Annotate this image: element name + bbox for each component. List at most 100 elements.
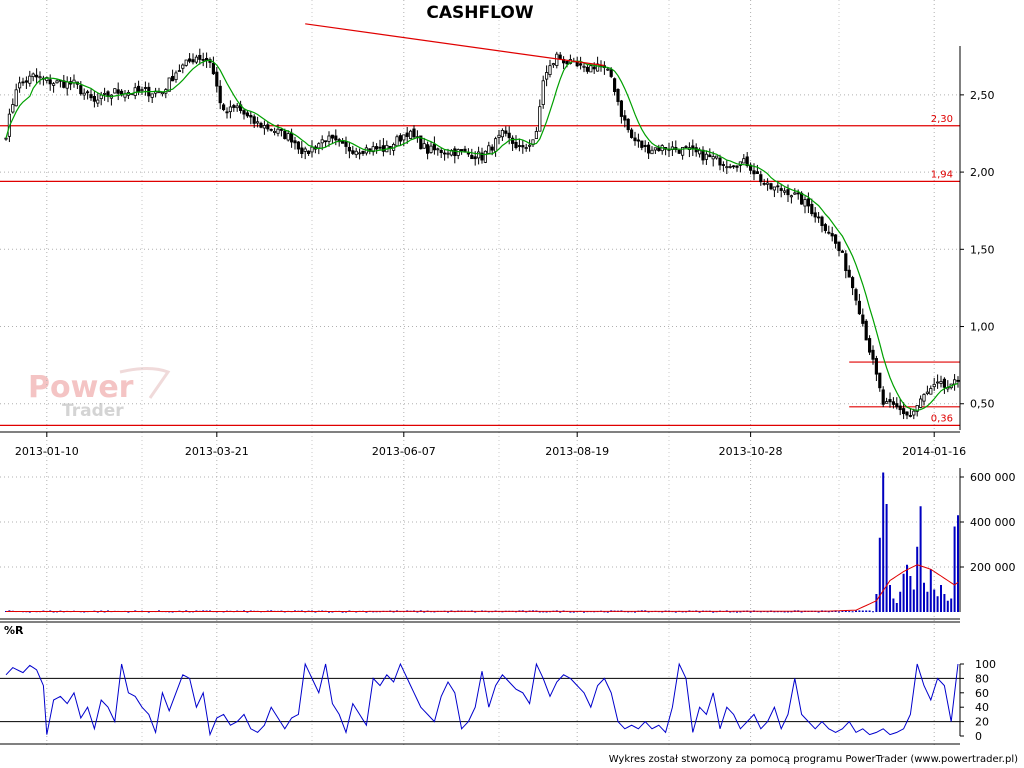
candle	[830, 226, 834, 242]
volume-bar	[583, 611, 585, 613]
candle	[538, 99, 542, 132]
volume-bar	[474, 611, 477, 613]
williams-r-y-tick-label: 100	[975, 658, 996, 671]
candle	[293, 136, 297, 150]
candle	[188, 53, 192, 64]
candle	[208, 57, 212, 68]
candle	[453, 146, 457, 164]
candle	[534, 127, 538, 139]
volume-bar	[895, 603, 898, 612]
volume-bar	[817, 611, 820, 613]
candle	[337, 137, 341, 147]
x-tick-label: 2013-01-10	[15, 445, 79, 458]
candle	[497, 130, 501, 145]
candle	[72, 74, 76, 88]
candle	[521, 140, 525, 154]
candle	[351, 145, 355, 155]
candle	[677, 149, 681, 155]
candle	[259, 121, 263, 129]
volume-bar	[865, 610, 868, 612]
candle	[861, 308, 865, 327]
candle	[613, 77, 617, 96]
candle	[772, 186, 776, 198]
volume-bar	[909, 576, 912, 612]
candle	[738, 161, 742, 173]
candle	[653, 147, 657, 154]
price-y-tick-label: 2,00	[970, 166, 995, 179]
candle	[504, 126, 508, 137]
candle	[616, 88, 620, 106]
williams-r-y-tick-label: 60	[975, 687, 989, 700]
candle	[735, 165, 739, 172]
candle	[759, 170, 763, 186]
candle	[640, 140, 644, 151]
candle	[65, 76, 69, 96]
volume-bar	[875, 594, 878, 612]
candle	[79, 81, 83, 96]
candle	[41, 75, 45, 86]
candle	[69, 77, 73, 91]
price-trendline	[305, 23, 605, 67]
candle	[388, 145, 392, 156]
volume-bar	[916, 546, 919, 612]
candle	[276, 124, 280, 137]
volume-bar	[919, 506, 922, 612]
candle	[358, 148, 362, 160]
candle	[868, 335, 872, 356]
candle	[245, 110, 249, 118]
candle	[810, 198, 814, 217]
level-label: 2,30	[931, 114, 953, 125]
candle	[154, 87, 158, 98]
candle	[218, 80, 222, 110]
candle	[48, 74, 52, 91]
volume-bar	[940, 585, 942, 612]
candle	[147, 82, 151, 103]
candle	[847, 265, 851, 278]
candle	[718, 154, 722, 171]
candle	[582, 63, 586, 73]
price-moving-average-line	[5, 59, 959, 411]
candle	[239, 100, 243, 114]
price-panel: 2,30 1,94 0,36 0,50 1,00 1,50 2,00 2,50 2013-0…	[0, 0, 995, 745]
candle	[728, 163, 732, 169]
candle	[871, 345, 875, 365]
price-y-tick-label: 1,50	[970, 243, 995, 256]
candle	[439, 147, 443, 159]
candle	[344, 136, 348, 155]
volume-bar	[868, 610, 871, 612]
volume-bar	[739, 611, 742, 613]
candle	[171, 69, 175, 82]
candle	[235, 102, 239, 112]
volume-bar	[447, 611, 449, 613]
volume-bar	[943, 594, 946, 612]
candle	[330, 134, 334, 144]
volume-bar	[569, 611, 572, 613]
volume-moving-average-line	[6, 564, 959, 612]
volume-bar	[957, 515, 959, 612]
candle	[660, 144, 664, 155]
candle	[96, 92, 100, 107]
candle	[198, 48, 202, 65]
candle	[266, 121, 270, 132]
volume-bar	[392, 611, 395, 613]
candle	[347, 141, 351, 159]
candle	[470, 148, 474, 160]
volume-bar	[838, 611, 840, 613]
candle	[143, 81, 147, 96]
candle	[650, 146, 654, 155]
volume-bar	[885, 504, 888, 612]
candle	[28, 70, 32, 87]
volume-bar	[906, 564, 908, 612]
volume-bar	[736, 611, 738, 613]
candle	[174, 70, 178, 83]
candle	[222, 103, 226, 112]
candle	[167, 77, 171, 92]
x-tick-label: 2013-10-28	[719, 445, 783, 458]
volume-bar	[899, 591, 902, 612]
candle	[674, 140, 678, 153]
chart-title: CASHFLOW	[426, 3, 533, 23]
candle	[24, 76, 28, 89]
volume-bar	[28, 611, 31, 613]
candle	[908, 408, 912, 418]
candle	[684, 145, 688, 149]
